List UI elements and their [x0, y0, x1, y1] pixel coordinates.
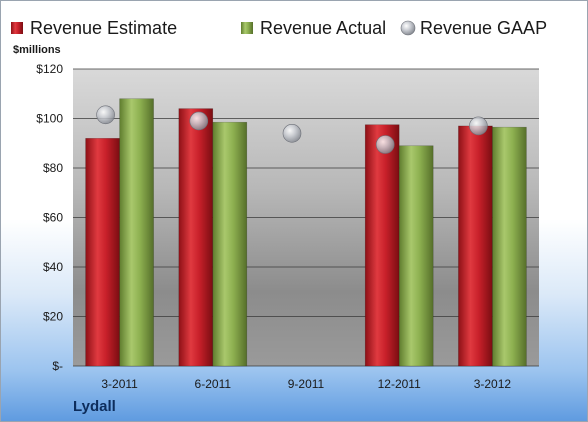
legend-swatch	[400, 20, 416, 36]
bar-revenue-actual	[398, 145, 434, 367]
bar-revenue-actual	[119, 98, 154, 367]
y-tick-label: $20	[43, 310, 63, 324]
point-revenue-gaap	[189, 111, 209, 131]
legend: Revenue Estimate Revenue Actual Revenue GA…	[11, 18, 547, 38]
bar-revenue-actual	[492, 126, 527, 367]
bar-revenue-estimate	[458, 125, 493, 367]
x-tick-label: 6-2011	[195, 377, 232, 391]
y-tick-label: $60	[43, 211, 63, 225]
y-tick-label: $40	[43, 260, 63, 274]
y-tick-label: $-	[52, 359, 63, 373]
bar-revenue-estimate	[364, 124, 400, 367]
point-revenue-gaap	[96, 105, 115, 125]
bar-revenue-estimate	[85, 138, 120, 367]
point-revenue-gaap	[469, 116, 488, 136]
x-tick-label: 3-2011	[101, 377, 138, 391]
legend-label: Revenue Actual	[260, 18, 386, 38]
point-revenue-gaap	[375, 135, 395, 154]
plot-area: $- $20 $40 $60 $80 $100 $120 3-2011 6-2011 9-2011…	[36, 62, 539, 391]
legend-swatch	[11, 22, 23, 34]
bar-revenue-actual	[212, 121, 248, 367]
y-axis-unit-label: $millions	[13, 44, 61, 56]
x-tick-label: 3-2012	[474, 377, 512, 391]
x-tick-label: 9-2011	[288, 377, 325, 391]
y-tick-label: $80	[43, 161, 63, 175]
y-tick-label: $120	[36, 62, 63, 76]
legend-label: Revenue GAAP	[420, 18, 547, 38]
company-name: Lydall	[73, 398, 116, 415]
legend-swatch	[241, 22, 253, 34]
y-tick-label: $100	[36, 112, 63, 126]
x-tick-label: 12-2011	[378, 377, 421, 391]
point-revenue-gaap	[282, 124, 302, 143]
legend-label: Revenue Estimate	[30, 18, 177, 38]
bar-revenue-estimate	[178, 108, 214, 367]
